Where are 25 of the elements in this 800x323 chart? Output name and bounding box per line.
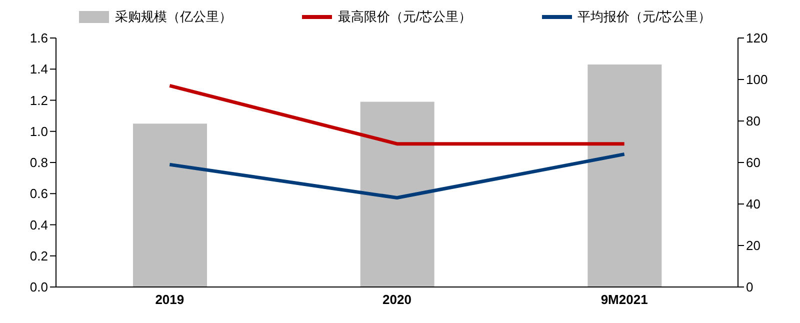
y-tick-label: 0.4 bbox=[30, 217, 48, 232]
y2-tick-label: 40 bbox=[746, 196, 760, 212]
legend-label: 采购规模（亿公里） bbox=[114, 8, 232, 26]
x-tick-label: 9M2021 bbox=[600, 292, 648, 308]
y2-tick-label: 80 bbox=[746, 114, 760, 129]
y-tick-label: 0.8 bbox=[30, 155, 48, 170]
y-tick-label: 1.4 bbox=[30, 62, 48, 77]
bar bbox=[360, 102, 434, 287]
y2-tick-label: 0 bbox=[746, 280, 754, 295]
y2-tick-label: 20 bbox=[746, 238, 760, 254]
y2-tick-label: 100 bbox=[746, 72, 768, 88]
y-tick-label: 1.6 bbox=[30, 30, 48, 46]
legend-label: 平均报价（元/芯公里） bbox=[576, 8, 712, 26]
x-tick-label: 2020 bbox=[382, 292, 412, 308]
bar bbox=[133, 124, 207, 287]
x-tick-label: 2019 bbox=[155, 292, 184, 308]
bar bbox=[588, 64, 662, 287]
y-tick-label: 1.0 bbox=[30, 124, 48, 139]
y2-tick-label: 60 bbox=[746, 155, 760, 170]
y-tick-label: 0.2 bbox=[30, 248, 48, 264]
y-tick-label: 0.6 bbox=[30, 186, 48, 202]
y2-tick-label: 120 bbox=[746, 30, 768, 46]
y-tick-label: 0.0 bbox=[30, 280, 48, 295]
legend-label: 最高限价（元/芯公里） bbox=[336, 8, 472, 26]
y-tick-label: 1.2 bbox=[30, 92, 48, 108]
